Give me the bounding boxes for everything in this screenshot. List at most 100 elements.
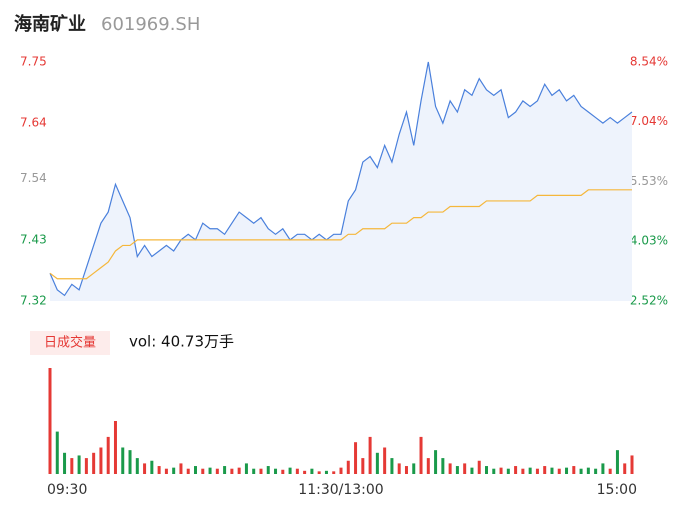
volume-bar	[99, 447, 103, 474]
volume-bar	[215, 468, 219, 474]
volume-bar	[295, 468, 299, 474]
volume-bar	[404, 466, 408, 474]
volume-bar	[164, 468, 168, 474]
volume-bar	[579, 468, 583, 474]
y2-tick-label: 7.04%	[630, 114, 668, 128]
volume-bar	[106, 436, 110, 474]
volume-bar	[259, 468, 263, 474]
volume-bar	[252, 468, 256, 474]
volume-bar	[223, 466, 227, 474]
price-line	[49, 61, 633, 297]
volume-bar	[543, 466, 547, 474]
volume-bar	[135, 458, 139, 474]
volume-bar	[303, 470, 307, 474]
volume-bar	[601, 463, 605, 474]
volume-bar	[288, 467, 292, 474]
volume-bar	[172, 467, 176, 474]
volume-bar	[230, 468, 234, 474]
volume-bar	[419, 436, 423, 474]
volume-bar	[470, 467, 474, 474]
y2-tick-label: 2.52%	[630, 294, 668, 308]
volume-title: 日成交量	[44, 335, 96, 351]
y2-tick-label: 5.53%	[630, 174, 668, 188]
volume-bar	[375, 452, 379, 474]
y-tick-label: 7.75	[20, 55, 47, 69]
volume-bar	[586, 467, 590, 474]
volume-bar	[615, 450, 619, 474]
volume-bar	[84, 458, 88, 474]
volume-bar	[70, 458, 74, 474]
volume-label: vol: 40.73万手	[129, 333, 234, 351]
x-tick-label: 09:30	[47, 482, 87, 498]
volume-bar	[383, 447, 387, 474]
volume-bar	[361, 458, 365, 474]
volume-bar	[455, 466, 459, 474]
y-tick-label: 7.54	[20, 171, 47, 185]
volume-bar	[630, 455, 634, 474]
volume-bar	[194, 466, 197, 474]
volume-bar	[179, 463, 183, 474]
volume-bar	[426, 458, 430, 474]
y-tick-label: 7.32	[20, 294, 47, 308]
volume-bar	[572, 466, 576, 474]
volume-bar	[55, 431, 59, 474]
volume-bar	[332, 471, 336, 474]
volume-bar	[594, 468, 598, 474]
average-line	[49, 189, 632, 280]
volume-bar	[186, 468, 190, 474]
volume-bar	[339, 467, 343, 474]
volume-bar	[266, 466, 270, 474]
volume-bar	[354, 442, 358, 474]
volume-bar	[434, 450, 438, 474]
volume-bar	[535, 468, 539, 474]
volume-bar	[317, 471, 321, 474]
volume-bar	[310, 468, 314, 474]
volume-bar	[608, 468, 612, 474]
volume-bar	[150, 460, 154, 474]
volume-bar	[514, 466, 518, 474]
volume-bar	[274, 468, 278, 474]
volume-bar	[565, 467, 569, 474]
volume-bar	[412, 463, 416, 474]
volume-bar	[346, 460, 350, 474]
volume-bar	[237, 467, 241, 474]
volume-bar	[463, 463, 467, 474]
volume-bar	[157, 466, 161, 474]
volume-bar	[121, 447, 125, 474]
x-tick-label: 15:00	[597, 482, 637, 498]
y-tick-label: 7.64	[20, 116, 47, 130]
stock-code: 601969.SH	[101, 14, 200, 35]
x-tick-label: 11:30/13:00	[298, 482, 383, 498]
volume-bar	[201, 468, 205, 474]
volume-bar	[113, 421, 117, 474]
volume-bar	[390, 458, 394, 474]
y-tick-label: 7.43	[20, 232, 47, 246]
volume-bar	[550, 467, 554, 474]
volume-bar	[448, 463, 452, 474]
volume-bar	[521, 468, 525, 474]
volume-bar	[244, 463, 248, 474]
volume-bar	[77, 455, 81, 474]
volume-bar	[143, 463, 147, 474]
volume-bar	[368, 436, 372, 474]
volume-bar	[397, 463, 401, 474]
volume-bar	[492, 468, 496, 474]
volume-bar	[63, 452, 67, 474]
volume-bar	[48, 368, 52, 474]
volume-bar	[528, 467, 532, 474]
volume-bar	[441, 458, 445, 474]
volume-bar	[506, 468, 510, 474]
volume-bar	[281, 469, 285, 474]
volume-bar	[324, 470, 328, 474]
stock-name: 海南矿业	[14, 13, 86, 35]
volume-bar	[128, 450, 132, 474]
y2-tick-label: 8.54%	[630, 55, 668, 69]
volume-bar	[477, 460, 481, 474]
volume-bar	[208, 467, 212, 474]
volume-bar	[485, 466, 488, 474]
volume-bar	[499, 467, 503, 474]
y2-tick-label: 4.03%	[630, 234, 668, 248]
price-area	[50, 62, 632, 301]
volume-bar	[92, 452, 96, 474]
